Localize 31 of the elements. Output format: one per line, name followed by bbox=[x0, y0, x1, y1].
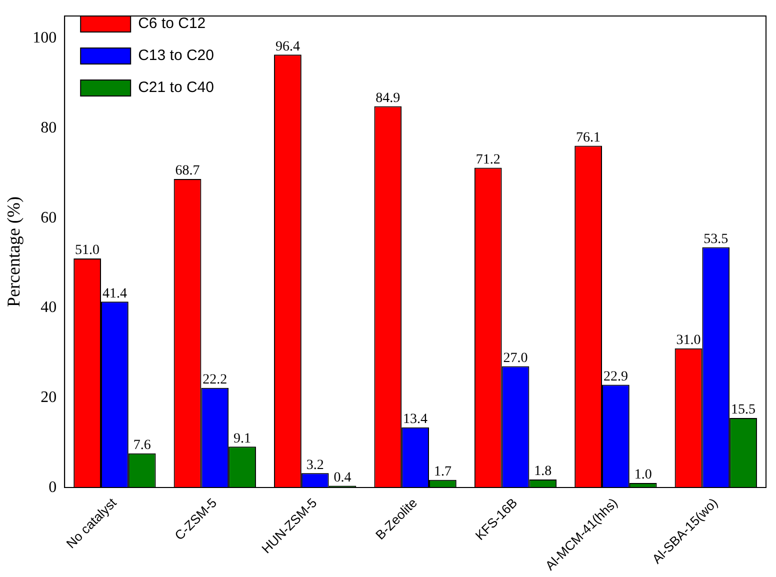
data-label: 76.1 bbox=[576, 130, 601, 146]
data-label: 84.9 bbox=[376, 90, 400, 106]
y-axis-title: Percentage (%) bbox=[4, 196, 24, 307]
data-label: 22.9 bbox=[603, 369, 628, 384]
legend-label: C21 to C40 bbox=[138, 79, 214, 96]
y-tick-label: 20 bbox=[40, 388, 57, 406]
data-label: 0.4 bbox=[334, 470, 352, 486]
data-label: 51.0 bbox=[75, 243, 100, 258]
data-label: 31.0 bbox=[676, 333, 701, 348]
data-label: 27.0 bbox=[503, 350, 528, 366]
y-tick-label: 60 bbox=[40, 209, 57, 226]
y-tick-label: 80 bbox=[40, 119, 57, 136]
data-label: 41.4 bbox=[102, 286, 127, 302]
data-label: 9.1 bbox=[234, 431, 252, 446]
data-label: 7.6 bbox=[133, 438, 151, 454]
data-label: 3.2 bbox=[306, 458, 324, 473]
y-tick-label: 100 bbox=[32, 30, 57, 47]
data-label: 1.7 bbox=[434, 464, 452, 480]
data-label: 53.5 bbox=[704, 232, 728, 247]
data-label: 71.2 bbox=[476, 152, 500, 168]
y-tick-label: 0 bbox=[48, 478, 57, 496]
data-label: 15.5 bbox=[731, 402, 756, 418]
data-label: 68.7 bbox=[175, 164, 200, 179]
legend-label: C13 to C20 bbox=[138, 47, 214, 64]
data-label: 22.2 bbox=[202, 372, 228, 388]
data-label: 13.4 bbox=[403, 412, 428, 428]
data-label: 96.4 bbox=[275, 39, 300, 54]
legend-label: C6 to C12 bbox=[138, 15, 206, 32]
data-label: 1.0 bbox=[634, 468, 652, 483]
data-label: 1.8 bbox=[534, 464, 552, 480]
y-tick-label: 40 bbox=[40, 299, 57, 316]
